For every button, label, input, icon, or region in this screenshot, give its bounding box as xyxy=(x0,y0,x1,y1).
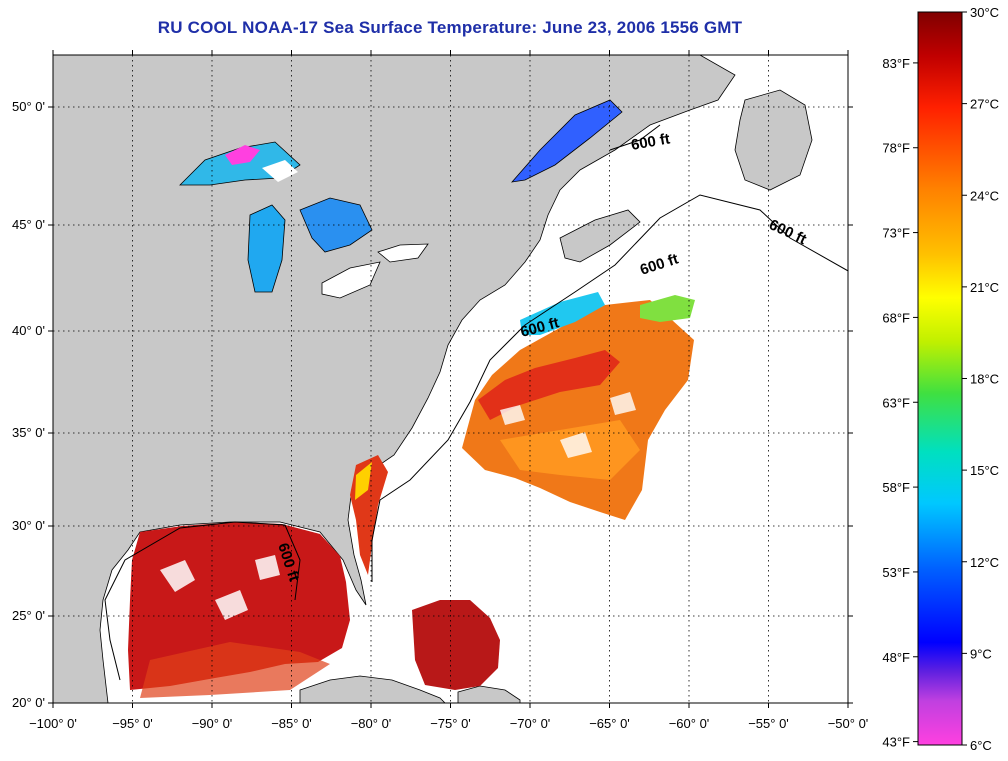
colorbar-celsius-label: 30°C xyxy=(970,5,999,20)
st-lawrence xyxy=(510,99,623,183)
colorbar-celsius-label: 27°C xyxy=(970,97,999,112)
lat-label: 35° 0' xyxy=(12,425,45,440)
shelf-contour-600ft xyxy=(104,124,848,681)
colorbar-fahrenheit-label: 78°F xyxy=(882,141,910,156)
land-nova-scotia xyxy=(559,209,641,263)
lon-label: −95° 0' xyxy=(112,716,153,731)
colorbar-fahrenheit-labels: 83°F 78°F 73°F 68°F 63°F 58°F 53°F 48°F 43°F xyxy=(882,56,918,750)
lon-label: −70° 0' xyxy=(510,716,551,731)
lon-label: −50° 0' xyxy=(828,716,869,731)
land-cuba xyxy=(299,675,446,703)
lon-label: −55° 0' xyxy=(748,716,789,731)
lat-label: 50° 0' xyxy=(12,99,45,114)
colorbar-fahrenheit-label: 63°F xyxy=(882,395,910,410)
latitude-labels: 20° 0' 25° 0' 30° 0' 35° 0' 40° 0' 45° 0' 50° … xyxy=(12,99,45,710)
lon-label: −85° 0' xyxy=(271,716,312,731)
colorbar xyxy=(917,11,963,746)
sst-caribbean xyxy=(412,600,500,690)
contour-label: 600 ft xyxy=(630,130,672,154)
colorbar-celsius-label: 24°C xyxy=(970,188,999,203)
lat-label: 20° 0' xyxy=(12,695,45,710)
longitude-labels: −100° 0' −95° 0' −90° 0' −85° 0' −80° 0' −75°… xyxy=(29,716,868,731)
colorbar-fahrenheit-label: 53°F xyxy=(882,565,910,580)
colorbar-celsius-label: 18°C xyxy=(970,372,999,387)
colorbar-fahrenheit-label: 83°F xyxy=(882,56,910,71)
lat-label: 45° 0' xyxy=(12,217,45,232)
colorbar-fahrenheit-label: 68°F xyxy=(882,310,910,325)
colorbar-celsius-label: 12°C xyxy=(970,555,999,570)
lon-label: −100° 0' xyxy=(29,716,77,731)
land-newfoundland xyxy=(734,89,813,191)
colorbar-fahrenheit-label: 43°F xyxy=(882,735,910,750)
colorbar-celsius-label: 9°C xyxy=(970,646,992,661)
colorbar-celsius-label: 15°C xyxy=(970,463,999,478)
colorbar-fahrenheit-label: 58°F xyxy=(882,480,910,495)
lon-label: −75° 0' xyxy=(430,716,471,731)
lon-label: −80° 0' xyxy=(351,716,392,731)
colorbar-celsius-label: 6°C xyxy=(970,738,992,753)
colorbar-celsius-labels: 30°C 27°C 24°C 21°C 18°C 15°C 12°C 9°C 6°C xyxy=(962,5,999,753)
lon-label: −60° 0' xyxy=(669,716,710,731)
colorbar-fahrenheit-label: 48°F xyxy=(882,650,910,665)
lat-label: 40° 0' xyxy=(12,323,45,338)
colorbar-celsius-label: 21°C xyxy=(970,280,999,295)
lat-label: 30° 0' xyxy=(12,518,45,533)
map-plot-area xyxy=(53,55,848,703)
lon-label: −65° 0' xyxy=(589,716,630,731)
graticule xyxy=(48,50,853,708)
map-title: RU COOL NOAA-17 Sea Surface Temperature:… xyxy=(157,18,743,37)
lon-label: −90° 0' xyxy=(192,716,233,731)
lat-label: 25° 0' xyxy=(12,608,45,623)
great-lakes xyxy=(179,141,429,299)
colorbar-fahrenheit-label: 73°F xyxy=(882,226,910,241)
